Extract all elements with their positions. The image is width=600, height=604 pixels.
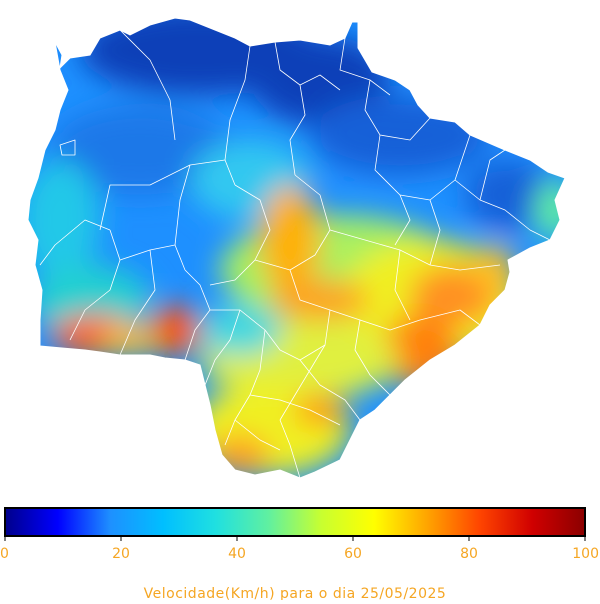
- colorbar-ticks: 0 20 40 60 80 100: [0, 536, 599, 562]
- colorbar-tick-label: 20: [112, 546, 130, 562]
- colorbar-tick-label: 80: [460, 546, 478, 562]
- colorbar-tick-label: 40: [228, 546, 246, 562]
- colorbar-tick-label: 0: [0, 546, 9, 562]
- colorbar: 0 20 40 60 80 100 Velocidade(Km/h) para o dia…: [0, 500, 600, 602]
- wind-speed-map: [27, 17, 566, 479]
- colorbar-tick-label: 60: [344, 546, 362, 562]
- municipal-borders: [39, 29, 551, 479]
- colorbar-tick-label: 100: [572, 546, 599, 562]
- speed-field: [28, 18, 565, 478]
- colorbar-caption: Velocidade(Km/h) para o dia 25/05/2025: [144, 586, 447, 600]
- colorbar-gradient: [4, 507, 586, 537]
